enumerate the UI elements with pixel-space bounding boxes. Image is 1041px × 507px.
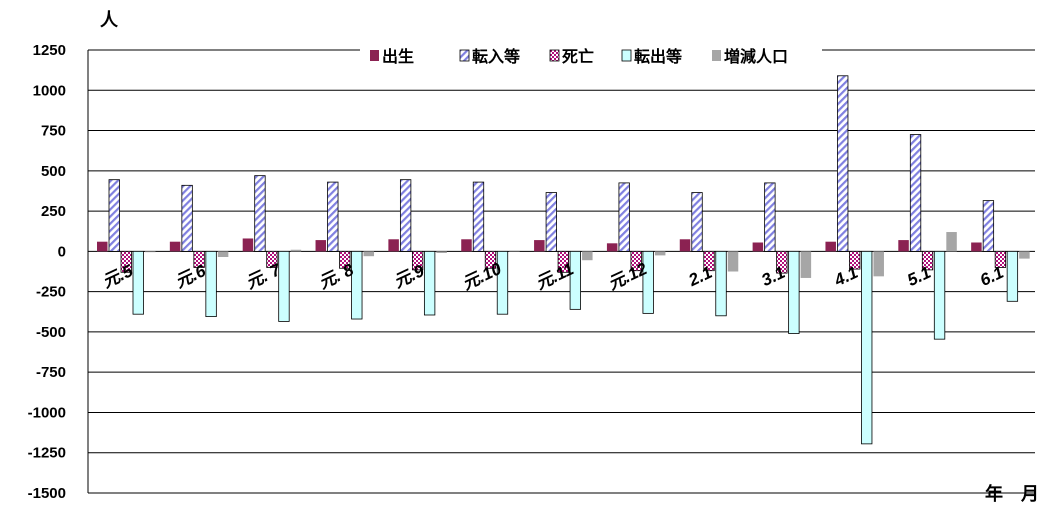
legend-swatch [459,49,470,62]
bar-4-3 [278,250,290,322]
bar-5-2 [217,251,229,258]
bar-1-9 [679,239,691,252]
bar-2-10 [764,182,776,252]
bar-3-2 [193,250,205,268]
y-tick-label: 1000 [33,82,66,99]
bar-2-3 [254,175,266,252]
bar-4-13 [1006,250,1019,302]
bar-5-5 [436,251,447,253]
bar-4-6 [496,250,509,315]
bar-2-8 [618,182,630,252]
bar-2-2 [181,184,193,252]
y-tick-label: -1000 [28,404,66,421]
bars [97,75,1030,445]
legend-label: 増減人口 [724,47,788,66]
legend-label: 転出等 [634,47,682,66]
bar-5-10 [800,251,812,278]
y-tick-label: -1250 [28,445,66,462]
bar-4-2 [205,250,217,318]
bar-3-6 [484,250,497,269]
bar-5-13 [1019,251,1030,259]
bar-2-13 [982,200,995,252]
legend-swatch [712,50,721,61]
bar-3-5 [411,250,424,271]
x-unit-label: 年 月 [985,483,1039,504]
bar-2-5 [399,179,412,252]
legend-label: 出生 [382,47,414,66]
bar-3-4 [339,250,351,269]
bar-4-11 [861,250,873,445]
legend-swatch [549,49,560,62]
bar-1-10 [752,242,764,252]
bar-1-7 [534,240,545,252]
bar-2-11 [837,75,849,252]
y-tick-label: -750 [36,364,66,381]
legend-label: 死亡 [562,47,594,66]
bar-4-7 [569,250,581,310]
y-tick-label: 1250 [33,42,66,59]
bar-2-1 [108,179,120,252]
bar-5-12 [946,232,957,252]
bar-2-6 [472,181,485,252]
bar-3-7 [557,250,569,273]
bar-1-11 [825,241,836,252]
bar-2-9 [691,192,703,252]
bar-3-3 [266,250,278,268]
bar-5-9 [727,251,739,272]
legend: 出生 転入等 死亡 転出等 増減人口 [360,44,822,68]
bar-3-13 [994,250,1007,268]
bar-5-4 [363,251,375,257]
bar-1-12 [898,240,909,252]
y-tick-label: 250 [41,203,66,220]
legend-swatch [621,49,632,62]
bar-4-12 [933,250,946,340]
bar-4-4 [351,250,363,320]
bar-5-1 [145,251,156,253]
bar-1-13 [971,242,982,252]
bar-3-8 [630,250,642,272]
bar-4-8 [642,250,654,314]
y-tick-label: -500 [36,324,66,341]
legend-box [360,44,822,68]
bar-5-11 [873,251,884,277]
bar-2-7 [545,192,557,252]
legend-swatch [370,50,379,61]
category-label: 元. 8 [316,260,357,293]
bar-3-11 [849,250,861,270]
bar-1-2 [169,241,181,252]
bar-3-12 [921,250,934,271]
bar-3-10 [776,250,788,274]
bar-2-4 [327,181,339,252]
y-tick-label: 500 [41,163,66,180]
bar-3-9 [703,250,715,272]
bar-1-8 [606,243,618,252]
legend-label: 転入等 [472,47,520,66]
y-tick-label: -250 [36,284,66,301]
bar-2-12 [909,134,922,252]
y-axis: 1250 1000 750 500 250 0 -250 -500 -750 -1000 -1250… [28,42,89,502]
bar-5-3 [290,249,302,252]
bar-4-10 [788,250,800,334]
y-tick-label: 750 [41,123,66,140]
bar-5-6 [509,250,520,252]
y-tick-label: 0 [58,243,66,260]
bar-1-3 [242,238,254,252]
bar-1-1 [97,241,108,252]
y-tick-label: -1500 [28,485,66,502]
bar-4-5 [423,250,436,316]
bar-5-7 [582,251,593,261]
bar-4-9 [715,250,727,317]
bar-5-8 [654,251,666,256]
bar-1-6 [461,239,472,252]
bar-3-1 [120,250,132,273]
bar-4-1 [132,250,144,315]
bar-1-4 [315,240,327,252]
bar-1-5 [388,239,399,252]
y-unit-label: 人 [100,10,119,30]
